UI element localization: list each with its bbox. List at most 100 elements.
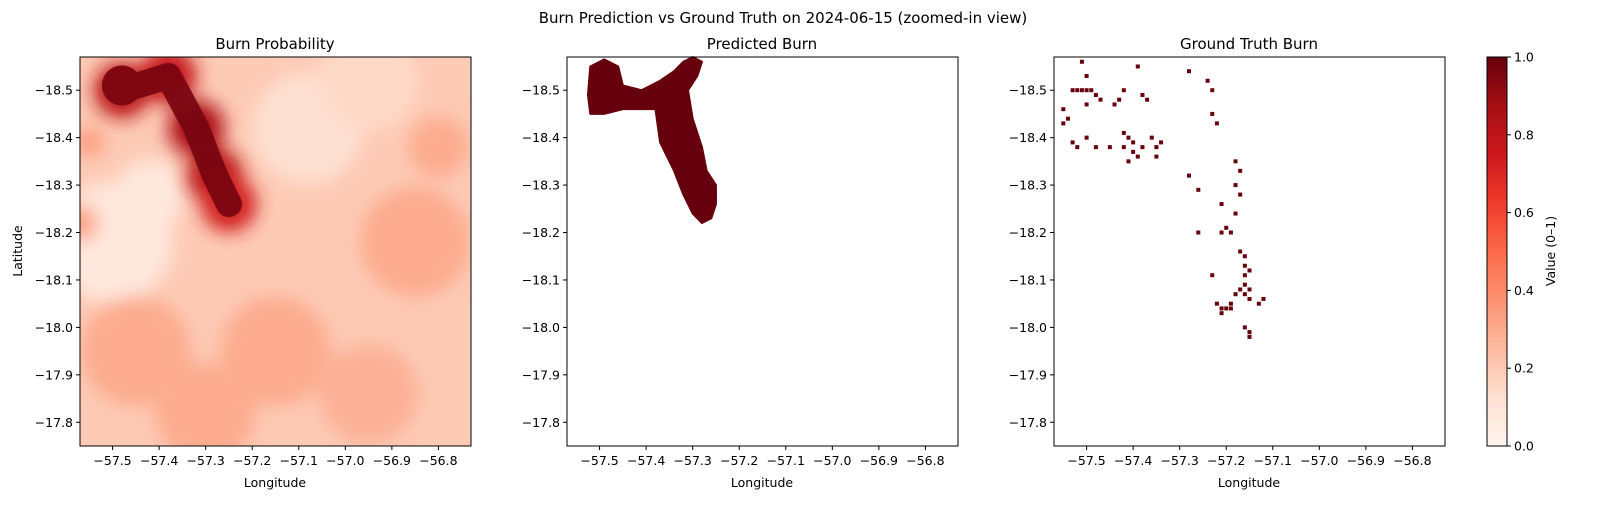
x-tick-label: −57.4 — [140, 453, 178, 468]
burned-pixel — [1219, 311, 1224, 316]
y-tick-label: −18.4 — [1009, 130, 1047, 145]
burned-pixel — [1084, 135, 1089, 140]
x-tick-label: −57.3 — [187, 453, 225, 468]
probability-ridge — [108, 62, 242, 218]
burned-pixel — [1247, 296, 1252, 301]
burned-pixel — [1079, 59, 1084, 64]
x-tick-label: −57.4 — [1114, 453, 1152, 468]
burned-pixel — [1242, 282, 1247, 287]
burned-pixel — [1238, 287, 1243, 292]
y-tick-label: −18.5 — [35, 83, 73, 98]
axes-frame — [566, 56, 959, 447]
burned-pixel — [1089, 88, 1094, 93]
burned-pixel — [1247, 334, 1252, 339]
burned-pixel — [1117, 97, 1122, 102]
x-axis-ticks: −57.5 −57.4 −57.3 −57.2 −57.1 −57.0 −56.9 −56.8 — [580, 446, 945, 468]
y-tick-label: −18.4 — [522, 130, 560, 145]
burned-pixel — [1214, 121, 1219, 126]
medium-probability-patch — [360, 187, 471, 298]
burned-pixel — [1070, 140, 1075, 145]
burned-pixel — [1126, 159, 1131, 164]
burned-pixel — [1238, 192, 1243, 197]
x-tick-label: −57.0 — [1300, 453, 1338, 468]
burned-pixel — [1210, 88, 1215, 93]
y-axis-ticks: −18.5 −18.4 −18.3 −18.2 −18.1 −18.0 −17.9 −17.8 — [522, 83, 567, 430]
y-tick-label: −18.2 — [1009, 225, 1047, 240]
x-tick-label: −57.1 — [1254, 453, 1292, 468]
x-axis-label: Longitude — [1218, 475, 1280, 490]
y-tick-label: −18.2 — [35, 225, 73, 240]
burned-pixel — [1061, 121, 1066, 126]
burned-pixel — [1093, 145, 1098, 150]
burned-pixel — [1140, 145, 1145, 150]
predicted-burn-mask — [586, 56, 717, 225]
x-tick-label: −56.9 — [860, 453, 898, 468]
colorbar-tick-label: 0.8 — [1514, 127, 1534, 142]
colorbar-gradient — [1486, 56, 1508, 447]
burned-pixel — [1214, 301, 1219, 306]
medium-probability-patch — [408, 117, 469, 178]
y-tick-label: −18.0 — [35, 320, 73, 335]
burned-pixel — [1233, 211, 1238, 216]
burned-pixel — [1093, 92, 1098, 97]
burned-pixel — [1219, 306, 1224, 311]
axes-frame — [1053, 56, 1446, 447]
burned-pixel — [1242, 273, 1247, 278]
medium-probability-patch — [80, 205, 98, 242]
y-tick-label: −17.8 — [522, 415, 560, 430]
burned-pixel — [1247, 330, 1252, 335]
probability-peak — [101, 65, 142, 106]
heatmap-field — [80, 57, 471, 446]
x-tick-label: −56.8 — [419, 453, 457, 468]
burned-pixel — [1121, 88, 1126, 93]
figure-suptitle: Burn Prediction vs Ground Truth on 2024-… — [539, 9, 1028, 27]
colorbar-label: Value (0–1) — [1543, 216, 1558, 286]
burned-pixel — [1247, 268, 1252, 273]
x-axis-ticks: −57.5 −57.4 −57.3 −57.2 −57.1 −57.0 −56.9 −56.8 — [1067, 446, 1432, 468]
burned-pixel — [1070, 88, 1075, 93]
y-tick-label: −17.9 — [35, 367, 73, 382]
panel-predicted-burn: Predicted Burn −57.5 −57.4 −57.3 −57.2 −57.1… — [522, 35, 959, 490]
y-axis-ticks: −18.5 −18.4 −18.3 −18.2 −18.1 −18.0 −17.9 −17.8 — [35, 83, 80, 430]
x-tick-label: −56.9 — [1347, 453, 1385, 468]
x-tick-label: −57.2 — [233, 453, 271, 468]
x-tick-label: −57.0 — [326, 453, 364, 468]
burned-pixel — [1261, 296, 1266, 301]
colorbar-tick-label: 0.2 — [1514, 361, 1534, 376]
colorbar: 0.0 0.2 0.4 0.6 0.8 1.0 Value (0–1) — [1486, 50, 1558, 454]
y-tick-label: −18.1 — [35, 272, 73, 287]
predicted-burn-region — [586, 56, 717, 225]
y-tick-label: −18.0 — [1009, 320, 1047, 335]
burned-pixel — [1131, 140, 1136, 145]
panel-ground-truth-burn: Ground Truth Burn −57.5 −57.4 −57.3 −57.2 −5… — [1009, 35, 1446, 490]
panel-title: Burn Probability — [215, 35, 334, 53]
low-probability-patch — [318, 57, 419, 131]
burned-pixel — [1154, 145, 1159, 150]
high-probability-core-sharp — [101, 62, 242, 218]
x-tick-label: −57.2 — [1207, 453, 1245, 468]
x-tick-label: −57.5 — [93, 453, 131, 468]
y-tick-label: −17.9 — [1009, 367, 1047, 382]
x-axis-label: Longitude — [244, 475, 306, 490]
y-tick-label: −17.9 — [522, 367, 560, 382]
x-tick-label: −57.5 — [1067, 453, 1105, 468]
burned-pixel — [1219, 230, 1224, 235]
burned-pixel — [1107, 145, 1112, 150]
x-tick-label: −57.0 — [813, 453, 851, 468]
burned-pixel — [1079, 88, 1084, 93]
x-tick-label: −57.4 — [627, 453, 665, 468]
burned-pixel — [1224, 306, 1229, 311]
burned-pixel — [1238, 168, 1243, 173]
burned-pixel — [1140, 92, 1145, 97]
colorbar-tick-label: 0.6 — [1514, 205, 1534, 220]
burned-pixel — [1242, 263, 1247, 268]
medium-probability-patch — [155, 362, 256, 446]
burned-pixel — [1219, 202, 1224, 207]
burned-pixel — [1224, 225, 1229, 230]
burned-pixel — [1145, 97, 1150, 102]
x-tick-label: −57.1 — [280, 453, 318, 468]
y-tick-label: −18.0 — [522, 320, 560, 335]
burned-pixel — [1075, 88, 1080, 93]
x-tick-label: −57.5 — [580, 453, 618, 468]
x-tick-label: −57.2 — [720, 453, 758, 468]
